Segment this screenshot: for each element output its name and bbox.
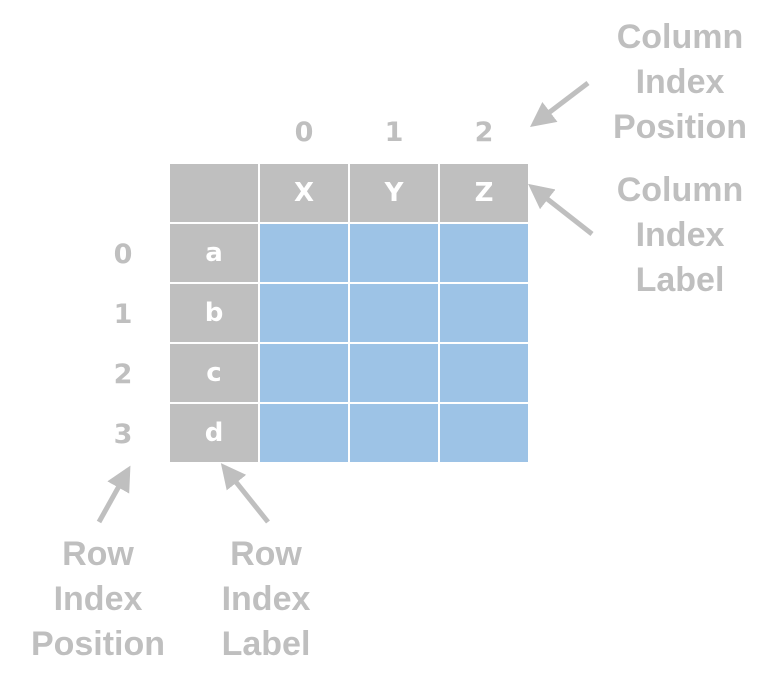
data-cell bbox=[440, 404, 528, 462]
column-position-0: 0 bbox=[294, 117, 314, 148]
row-index-label-caption: Row Index Label bbox=[221, 535, 311, 663]
data-cell bbox=[440, 224, 528, 282]
data-cell bbox=[440, 284, 528, 342]
column-index-label-caption: Column Index Label bbox=[616, 171, 744, 299]
row-label-a: a bbox=[170, 224, 258, 282]
row-position-0: 0 bbox=[113, 239, 133, 270]
data-cell bbox=[260, 284, 348, 342]
column-label-x: X bbox=[260, 164, 348, 222]
column-index-position-caption: Column Index Position bbox=[612, 18, 748, 146]
data-cell bbox=[260, 344, 348, 402]
row-label-c: c bbox=[170, 344, 258, 402]
row-index-position-caption: Row Index Position bbox=[30, 535, 166, 663]
data-cell bbox=[350, 344, 438, 402]
row-position-3: 3 bbox=[113, 419, 133, 450]
data-cell bbox=[260, 404, 348, 462]
row-index-label-arrow bbox=[220, 463, 270, 524]
row-position-1: 1 bbox=[113, 299, 133, 330]
data-cell bbox=[350, 284, 438, 342]
corner-cell bbox=[170, 164, 258, 222]
data-cell bbox=[350, 404, 438, 462]
column-label-y: Y bbox=[350, 164, 438, 222]
data-cell bbox=[440, 344, 528, 402]
column-position-1: 1 bbox=[384, 117, 404, 148]
data-cell bbox=[350, 224, 438, 282]
column-index-label-arrow bbox=[528, 183, 594, 236]
column-label-z: Z bbox=[440, 164, 528, 222]
row-index-position-arrow bbox=[96, 465, 131, 524]
column-index-position-arrow bbox=[530, 81, 590, 128]
dataframe-grid: X Y Z a b c d bbox=[170, 164, 530, 463]
row-position-2: 2 bbox=[113, 359, 133, 390]
data-cell bbox=[260, 224, 348, 282]
column-position-2: 2 bbox=[474, 117, 494, 148]
row-label-b: b bbox=[170, 284, 258, 342]
row-label-d: d bbox=[170, 404, 258, 462]
